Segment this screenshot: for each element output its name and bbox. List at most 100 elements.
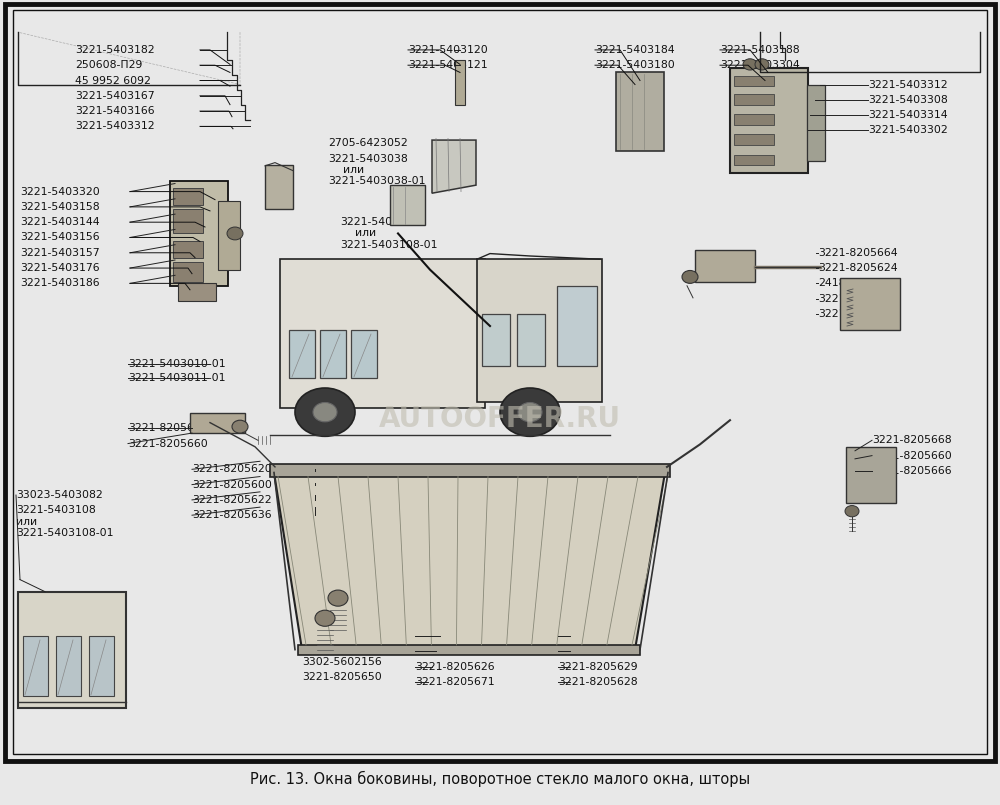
Text: 3221-5403308: 3221-5403308 (868, 95, 948, 105)
Text: 3221-8205600: 3221-8205600 (192, 480, 272, 489)
Text: 3221-5403182: 3221-5403182 (75, 45, 155, 55)
Text: 3221-8205650: 3221-8205650 (302, 672, 382, 682)
Text: AUTOOFFER.RU: AUTOOFFER.RU (379, 405, 621, 432)
Bar (170, 181, 228, 286)
Text: 3221-8205666: 3221-8205666 (872, 466, 952, 476)
Bar (265, 165, 293, 209)
Bar (218, 201, 240, 270)
Text: 3221-5403038: 3221-5403038 (328, 154, 408, 163)
Bar (56, 636, 81, 696)
Text: 3221-8205625: 3221-8205625 (415, 631, 495, 641)
Bar (173, 262, 203, 282)
Text: 3221-5403010-01: 3221-5403010-01 (128, 359, 226, 369)
Text: 3221-8205671: 3221-8205671 (415, 677, 495, 687)
Text: 3221-5403184: 3221-5403184 (595, 45, 675, 55)
Bar (89, 636, 114, 696)
Bar (477, 259, 602, 402)
Polygon shape (432, 140, 476, 193)
Text: 3221-8205660: 3221-8205660 (128, 439, 208, 448)
Bar (730, 68, 808, 173)
Bar (846, 447, 896, 503)
Text: 250608-П29: 250608-П29 (75, 60, 142, 70)
Text: Рис. 13. Окна боковины, поворотное стекло малого окна, шторы: Рис. 13. Окна боковины, поворотное стекл… (250, 771, 750, 787)
Bar (734, 134, 774, 145)
Circle shape (682, 270, 698, 283)
Text: 3221-8205604: 3221-8205604 (415, 646, 495, 656)
Bar (23, 636, 48, 696)
Text: 241819-П13: 241819-П13 (818, 279, 885, 288)
Text: 3221-8205670: 3221-8205670 (818, 294, 898, 303)
Circle shape (500, 388, 560, 436)
Text: 3221-5403167: 3221-5403167 (75, 91, 155, 101)
Text: 3221-5403314: 3221-5403314 (868, 110, 948, 120)
Bar (734, 76, 774, 86)
Polygon shape (274, 473, 665, 650)
Text: 3221-8205607: 3221-8205607 (558, 631, 638, 641)
Text: 3221-8205629: 3221-8205629 (558, 662, 638, 671)
Text: или: или (16, 517, 37, 526)
Bar (557, 286, 597, 366)
Bar (18, 592, 126, 708)
Bar (517, 314, 545, 366)
Text: 3221-8205620: 3221-8205620 (192, 464, 272, 474)
Text: 3221-5403108: 3221-5403108 (340, 217, 420, 227)
Bar (734, 155, 774, 165)
Text: 3221-5403176: 3221-5403176 (20, 263, 100, 273)
Text: 3221-5403302: 3221-5403302 (868, 126, 948, 135)
Circle shape (328, 590, 348, 606)
Circle shape (315, 610, 335, 626)
Bar (298, 645, 640, 655)
Text: 3221-5403121: 3221-5403121 (408, 60, 488, 70)
Bar (173, 242, 203, 258)
Bar (173, 188, 203, 205)
Bar (482, 314, 510, 366)
Bar (455, 60, 465, 105)
Bar (320, 330, 346, 378)
Bar (289, 330, 315, 378)
Bar (616, 72, 664, 151)
Bar (840, 278, 900, 330)
Text: или: или (355, 229, 376, 238)
Text: 3221-8205622: 3221-8205622 (192, 495, 272, 505)
Bar (734, 94, 774, 105)
Text: 3221-5403157: 3221-5403157 (20, 248, 100, 258)
Text: 3221-5403188: 3221-5403188 (720, 45, 800, 55)
Text: или: или (343, 165, 364, 175)
Text: 3221-5403166: 3221-5403166 (75, 106, 155, 116)
Circle shape (518, 402, 542, 422)
Text: 3221-5403108-01: 3221-5403108-01 (340, 240, 438, 250)
Text: 3221-5403011-01: 3221-5403011-01 (128, 374, 226, 383)
Circle shape (295, 388, 355, 436)
Circle shape (845, 506, 859, 517)
Text: 2705-6423052: 2705-6423052 (328, 138, 408, 148)
Bar (280, 259, 485, 408)
Text: 3221-8205668: 3221-8205668 (872, 436, 952, 445)
Text: 3302-5602156: 3302-5602156 (302, 657, 382, 667)
Text: 3221-5403108-01: 3221-5403108-01 (16, 528, 114, 538)
Text: 3221-5403038-01: 3221-5403038-01 (328, 176, 426, 186)
Circle shape (313, 402, 337, 422)
Circle shape (743, 59, 757, 70)
Text: 3221-5403120: 3221-5403120 (408, 45, 488, 55)
Circle shape (227, 227, 243, 240)
Bar (178, 283, 216, 301)
Text: 3221-8205626: 3221-8205626 (818, 309, 898, 319)
Text: 3221-5403156: 3221-5403156 (20, 233, 100, 242)
Bar (390, 185, 425, 225)
Bar (190, 413, 245, 433)
Text: 3221-8205628: 3221-8205628 (558, 677, 638, 687)
Circle shape (755, 59, 769, 70)
Text: 33023-5403082: 33023-5403082 (16, 490, 103, 500)
Text: 3221-5403312: 3221-5403312 (75, 122, 155, 131)
Bar (351, 330, 377, 378)
Text: 3221-5403180: 3221-5403180 (595, 60, 675, 70)
Text: 3221-8205626: 3221-8205626 (415, 662, 495, 671)
Text: 3221-5403312: 3221-5403312 (868, 80, 948, 89)
Bar (734, 114, 774, 125)
Text: 3221-5403304: 3221-5403304 (720, 60, 800, 70)
Bar (807, 85, 825, 161)
Text: 3221-5403186: 3221-5403186 (20, 279, 100, 288)
Bar (270, 464, 670, 477)
Text: 3221-5403158: 3221-5403158 (20, 202, 100, 212)
Text: 3221-5403108: 3221-5403108 (16, 506, 96, 515)
